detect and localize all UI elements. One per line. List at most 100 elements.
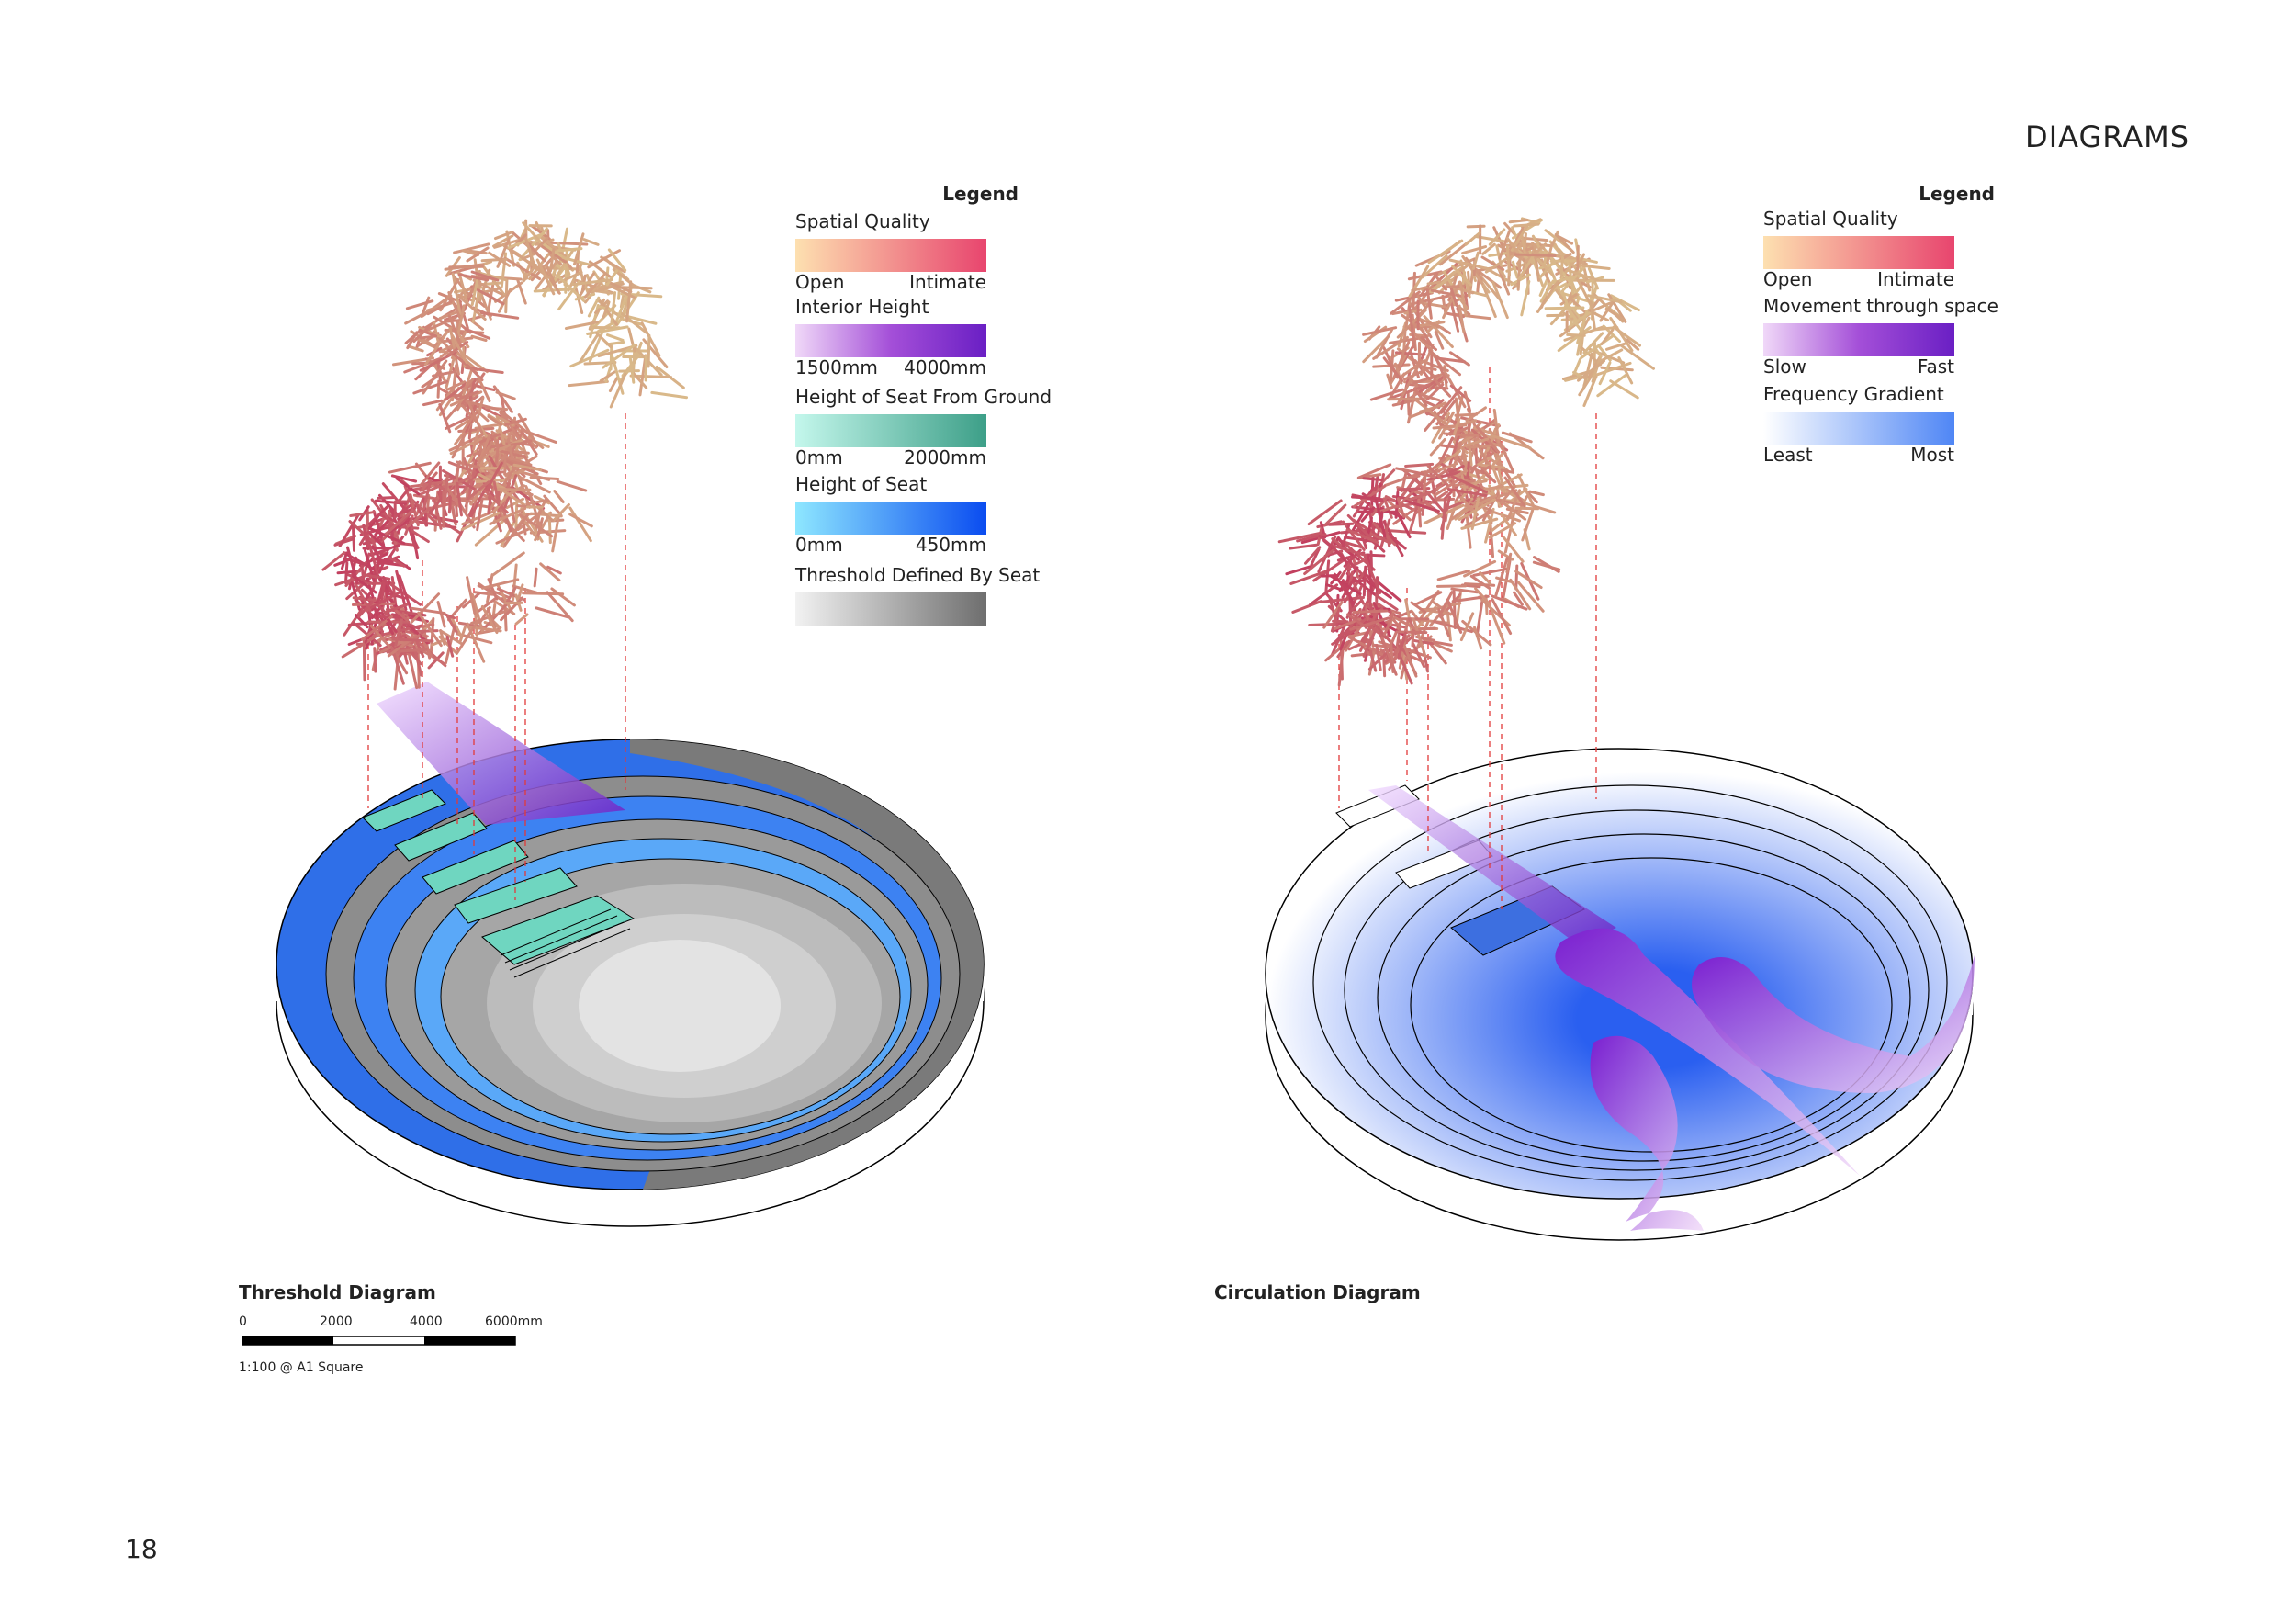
- strand: [1466, 224, 1486, 229]
- scale-bar: 0 2000 4000 6000mm 1:100 @ A1 Square: [239, 1314, 543, 1375]
- strand: [1356, 463, 1392, 479]
- strand: [1362, 326, 1398, 336]
- strand: [564, 321, 600, 331]
- strand: [524, 239, 536, 268]
- strand: [1389, 383, 1431, 400]
- strand: [1395, 630, 1428, 635]
- page-number: 18: [125, 1534, 158, 1564]
- scale-label: 4000: [410, 1314, 443, 1329]
- strand: [1488, 604, 1506, 645]
- strand: [1533, 556, 1560, 573]
- strand: [1375, 328, 1394, 359]
- strand: [451, 617, 463, 638]
- legend-gradient: [795, 502, 986, 535]
- strand: [1342, 583, 1356, 605]
- strand: [462, 457, 473, 479]
- strand: [1427, 239, 1464, 265]
- strand: [1360, 506, 1376, 523]
- strand: [1369, 388, 1404, 401]
- strand: [1390, 290, 1421, 315]
- strand: [609, 372, 627, 409]
- strand: [551, 515, 560, 553]
- strand: [454, 463, 460, 498]
- strand: [1581, 257, 1592, 292]
- strand: [1434, 355, 1448, 384]
- strand: [1322, 503, 1347, 527]
- strand: [467, 401, 484, 434]
- strand: [1512, 219, 1544, 240]
- strand: [1429, 437, 1446, 457]
- strand: [568, 513, 593, 528]
- strand: [1514, 570, 1543, 590]
- strand: [1573, 273, 1593, 308]
- strand: [1377, 603, 1403, 621]
- strand: [388, 556, 406, 568]
- strand: [549, 248, 556, 273]
- strand: [1397, 631, 1407, 660]
- strand: [474, 517, 507, 547]
- legend-min: Open: [795, 271, 844, 293]
- strand: [360, 564, 366, 583]
- legend-gradient: [795, 324, 986, 357]
- strand: [1413, 491, 1449, 515]
- strand: [1473, 626, 1483, 650]
- strand: [443, 474, 449, 511]
- strand: [376, 579, 386, 604]
- strand: [1362, 627, 1378, 658]
- strand: [1366, 530, 1392, 545]
- strand: [588, 327, 606, 363]
- strand: [1463, 559, 1497, 578]
- strand: [529, 476, 560, 481]
- diagram-title: Circulation Diagram: [1214, 1281, 1421, 1303]
- strand: [533, 567, 538, 588]
- strand: [487, 497, 492, 515]
- strand: [1414, 399, 1448, 426]
- strand: [1609, 317, 1634, 353]
- strand: [409, 480, 445, 489]
- strand: [1491, 450, 1506, 467]
- legend-gradient: [1763, 323, 1954, 356]
- strand: [587, 280, 624, 292]
- strand: [553, 490, 565, 503]
- strand: [1538, 262, 1557, 270]
- scale-label: 0: [239, 1314, 247, 1329]
- strand: [461, 378, 475, 391]
- strand: [1505, 236, 1520, 254]
- strand: [406, 506, 432, 528]
- legend-min: Least: [1763, 444, 1813, 466]
- strand: [487, 415, 503, 426]
- strand: [1289, 543, 1319, 550]
- strand: [1561, 265, 1586, 291]
- strand: [1383, 528, 1427, 535]
- strand: [1324, 640, 1349, 662]
- strand: [1387, 500, 1412, 522]
- strand: [407, 344, 424, 353]
- strand: [1563, 311, 1591, 332]
- strand: [522, 221, 541, 242]
- strand: [390, 646, 405, 685]
- strand: [1514, 506, 1540, 511]
- strand: [343, 557, 367, 567]
- strand: [518, 513, 554, 538]
- strand: [1598, 361, 1612, 386]
- strand: [1415, 621, 1430, 650]
- strand: [1501, 431, 1533, 444]
- strand: [393, 503, 413, 519]
- strand: [1388, 648, 1402, 671]
- strand: [370, 557, 394, 564]
- strand: [556, 479, 588, 492]
- strand: [1617, 356, 1634, 385]
- strand: [1493, 497, 1524, 507]
- strand: [579, 333, 600, 364]
- strand: [628, 355, 636, 384]
- strand: [405, 299, 434, 310]
- strand: [1402, 366, 1432, 381]
- strand: [1521, 509, 1535, 542]
- strand: [465, 378, 477, 418]
- strand: [1346, 613, 1367, 628]
- strand: [550, 587, 576, 607]
- strand: [1342, 579, 1368, 584]
- strand: [495, 390, 516, 400]
- strand: [1433, 378, 1452, 398]
- strand: [374, 499, 407, 505]
